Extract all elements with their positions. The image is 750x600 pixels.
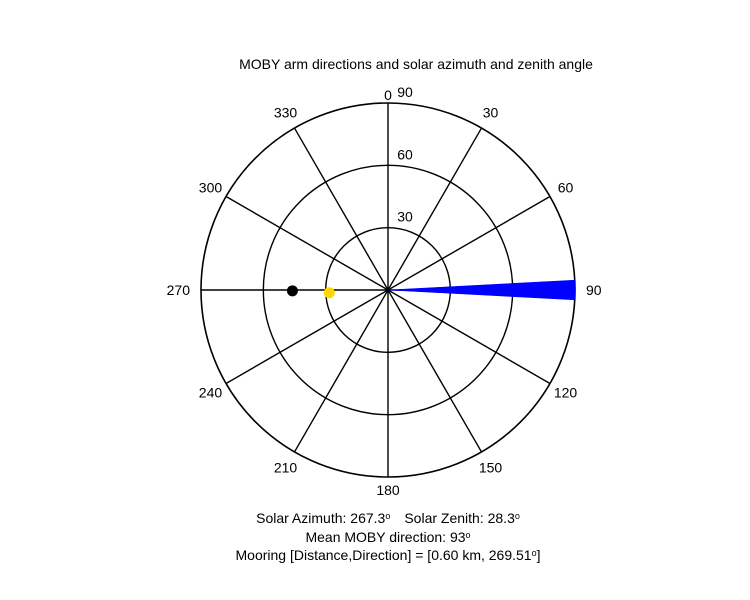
solar-azimuth-value: 267.3 bbox=[350, 510, 386, 526]
radial-tick-label-90: 90 bbox=[397, 84, 413, 100]
degree-symbol: o bbox=[531, 548, 537, 558]
angle-tick-label-150: 150 bbox=[479, 460, 503, 476]
mean-direction-label: Mean MOBY direction: bbox=[305, 529, 447, 545]
moby-arm-direction-wedge bbox=[387, 279, 576, 301]
angle-tick-label-240: 240 bbox=[199, 385, 223, 401]
angle-tick-label-120: 120 bbox=[554, 385, 578, 401]
angle-tick-label-330: 330 bbox=[274, 104, 298, 120]
mooring-marker bbox=[286, 285, 298, 297]
angle-tick-label-210: 210 bbox=[274, 460, 298, 476]
mooring-close: ] bbox=[536, 547, 541, 563]
degree-symbol: o bbox=[385, 511, 391, 521]
radial-tick-label-30: 30 bbox=[397, 209, 413, 225]
angle-tick-label-300: 300 bbox=[199, 180, 223, 196]
angle-tick-label-180: 180 bbox=[376, 482, 400, 498]
angle-tick-label-0: 0 bbox=[384, 87, 392, 103]
solar-zenith-label: Solar Zenith: bbox=[404, 510, 484, 526]
mooring-info: Mooring [Distance,Direction] = [0.60 km,… bbox=[0, 544, 750, 565]
data-layer bbox=[286, 279, 576, 301]
degree-symbol: o bbox=[465, 530, 471, 540]
mooring-label: Mooring [Distance,Direction] = [0.60 km,… bbox=[235, 547, 532, 563]
radial-tick-label-60: 60 bbox=[397, 146, 413, 162]
mean-direction-info: Mean MOBY direction: 93o bbox=[0, 526, 750, 547]
solar-azimuth-label: Solar Azimuth: bbox=[256, 510, 347, 526]
chart-title: MOBY arm directions and solar azimuth an… bbox=[239, 56, 593, 72]
mean-direction-value: 93 bbox=[449, 529, 466, 545]
angle-tick-label-90: 90 bbox=[586, 282, 602, 298]
sun-marker bbox=[323, 287, 335, 299]
angle-tick-label-30: 30 bbox=[483, 104, 499, 120]
solar-zenith-value: 28.3 bbox=[487, 510, 515, 526]
tick-labels: 0 30 60 90 120 150 180 210 240 270 300 330 30 60 90 bbox=[167, 84, 602, 498]
degree-symbol: o bbox=[514, 511, 520, 521]
angle-tick-label-60: 60 bbox=[558, 180, 574, 196]
angle-tick-label-270: 270 bbox=[167, 282, 191, 298]
solar-info: Solar Azimuth: 267.3o Solar Zenith: 28.3o bbox=[0, 507, 750, 528]
